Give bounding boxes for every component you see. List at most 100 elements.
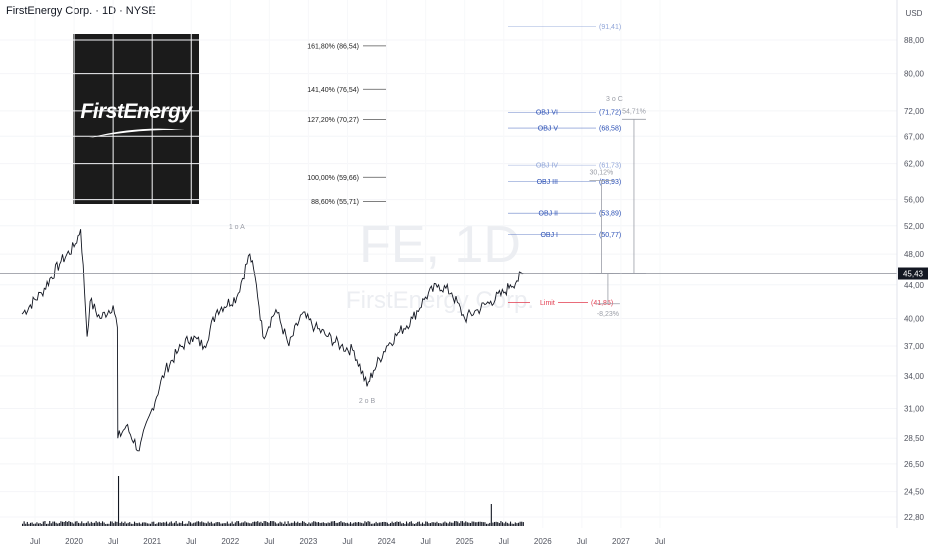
volume-bar bbox=[229, 523, 232, 526]
volume-bar bbox=[359, 522, 361, 526]
last-price-badge bbox=[898, 267, 928, 280]
volume-bar bbox=[353, 522, 355, 526]
volume-bar bbox=[333, 521, 336, 526]
volume-bar bbox=[514, 522, 516, 526]
volume-bar bbox=[26, 521, 28, 526]
volume-bar bbox=[146, 523, 148, 526]
x-tick-label[interactable]: 2026 bbox=[534, 537, 552, 546]
y-tick-label[interactable]: 80,00 bbox=[904, 70, 925, 79]
price-series[interactable] bbox=[21, 229, 524, 452]
volume-bar bbox=[209, 522, 211, 526]
x-tick-label[interactable]: 2027 bbox=[612, 537, 630, 546]
volume-bar bbox=[269, 521, 272, 526]
x-tick-label[interactable]: Jul bbox=[577, 537, 587, 546]
volume-bar bbox=[108, 523, 110, 526]
x-tick-label[interactable]: 2024 bbox=[378, 537, 396, 546]
projections: 30,12% 54,71% -8,23% bbox=[589, 108, 646, 318]
objective-price: (91,41) bbox=[599, 24, 621, 31]
volume-bar bbox=[98, 521, 100, 526]
volume-bar bbox=[218, 522, 220, 526]
volume-bar bbox=[324, 523, 326, 526]
volume-bar bbox=[186, 523, 188, 526]
volume-bar bbox=[101, 521, 104, 526]
x-tick-label[interactable]: 2022 bbox=[221, 537, 239, 546]
volume-bar bbox=[207, 521, 209, 526]
volume-bar bbox=[513, 523, 515, 526]
x-tick-label[interactable]: 2023 bbox=[300, 537, 318, 546]
x-tick-label[interactable]: Jul bbox=[342, 537, 352, 546]
volume-bar bbox=[305, 522, 307, 526]
x-tick-label[interactable]: Jul bbox=[186, 537, 196, 546]
y-tick-label[interactable]: 56,00 bbox=[904, 196, 925, 205]
volume-bar bbox=[34, 523, 36, 526]
y-tick-label[interactable]: 28,50 bbox=[904, 434, 925, 443]
volume-bar bbox=[58, 522, 60, 526]
currency-label[interactable]: USD bbox=[906, 9, 923, 18]
volume-bar bbox=[261, 523, 264, 526]
volume-bar bbox=[493, 521, 496, 526]
volume-bar bbox=[357, 521, 360, 526]
y-tick-label[interactable]: 26,50 bbox=[904, 460, 925, 469]
y-tick-label[interactable]: 31,00 bbox=[904, 404, 925, 413]
price-line[interactable] bbox=[21, 229, 524, 452]
price-axis[interactable]: USD 88,00 80,00 72,00 67,00 62,00 56,00 52,00 4… bbox=[896, 0, 925, 528]
y-tick-label[interactable]: 37,00 bbox=[904, 342, 925, 351]
y-tick-label[interactable]: 88,00 bbox=[904, 36, 925, 45]
volume-bar bbox=[343, 522, 345, 526]
volume-bar bbox=[73, 523, 75, 526]
volume-bar bbox=[149, 523, 152, 526]
y-tick-label[interactable]: 44,00 bbox=[904, 281, 925, 290]
y-tick-label[interactable]: 24,50 bbox=[904, 488, 925, 497]
y-tick-label[interactable]: 62,00 bbox=[904, 160, 925, 169]
y-tick-label[interactable]: 34,00 bbox=[904, 372, 925, 381]
fib-level-label: 127,20% (70,27) bbox=[307, 117, 359, 124]
volume-bar bbox=[381, 521, 384, 526]
volume-bar bbox=[479, 521, 481, 526]
volume-bar bbox=[49, 521, 51, 526]
y-tick-label[interactable]: 22,80 bbox=[904, 513, 925, 522]
y-tick-label[interactable]: 40,00 bbox=[904, 314, 925, 323]
y-tick-label[interactable]: 67,00 bbox=[904, 132, 925, 141]
volume-bar bbox=[164, 522, 166, 526]
volume-bar bbox=[332, 521, 334, 526]
x-tick-label[interactable]: 2025 bbox=[456, 537, 474, 546]
x-tick-label[interactable]: 2021 bbox=[143, 537, 161, 546]
volume-bar bbox=[410, 521, 412, 526]
volume-bar bbox=[268, 522, 270, 526]
volume-bar bbox=[74, 521, 76, 526]
last-price-label: 45,43 bbox=[903, 270, 924, 279]
watermark: FE, 1D FirstEnergy Corp. bbox=[346, 216, 534, 314]
volume-bar bbox=[309, 523, 312, 526]
volume-bar bbox=[439, 523, 441, 526]
x-tick-label[interactable]: Jul bbox=[30, 537, 40, 546]
volume-bar bbox=[388, 523, 390, 526]
x-tick-label[interactable]: Jul bbox=[264, 537, 274, 546]
x-tick-label[interactable]: Jul bbox=[655, 537, 665, 546]
x-tick-label[interactable]: 2020 bbox=[65, 537, 83, 546]
objective-price: (61,73) bbox=[599, 163, 621, 170]
volume-bar bbox=[365, 522, 368, 526]
y-tick-label[interactable]: 48,00 bbox=[904, 250, 925, 259]
volume-bar bbox=[505, 521, 507, 526]
volume-bar bbox=[399, 521, 401, 526]
volume-bar bbox=[285, 523, 288, 526]
volume-bar bbox=[132, 523, 134, 526]
volume-bar bbox=[148, 523, 150, 526]
x-tick-label[interactable]: Jul bbox=[421, 537, 431, 546]
y-tick-label[interactable]: 72,00 bbox=[904, 107, 925, 116]
x-tick-label[interactable]: Jul bbox=[108, 537, 118, 546]
volume-bar bbox=[460, 521, 462, 526]
volume-bar bbox=[242, 522, 244, 526]
volume-bar bbox=[247, 522, 249, 526]
y-tick-label[interactable]: 52,00 bbox=[904, 222, 925, 231]
time-axis[interactable]: Jul 2020 Jul 2021 Jul 2022 Jul 2023 Jul 2024 Jul 20… bbox=[30, 537, 665, 546]
volume-bar bbox=[433, 522, 435, 526]
volume-bar bbox=[90, 521, 92, 526]
volume-bar bbox=[335, 522, 337, 526]
volume-bar bbox=[239, 523, 241, 526]
volume-bar bbox=[201, 521, 203, 526]
x-tick-label[interactable]: Jul bbox=[499, 537, 509, 546]
volume-bar bbox=[119, 522, 121, 526]
volume-bar bbox=[257, 521, 259, 526]
